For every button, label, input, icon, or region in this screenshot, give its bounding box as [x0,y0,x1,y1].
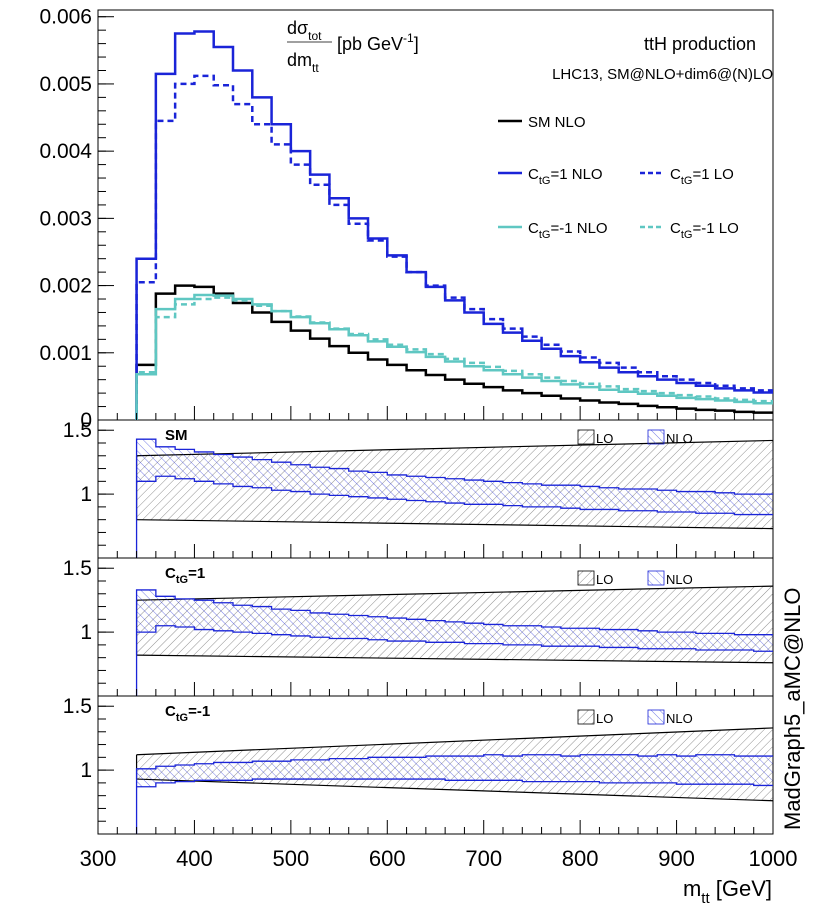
ratio-y-tick-label: 1 [80,621,92,644]
ratio-panel-ctg1-label: CtG=1 [165,565,205,586]
series-line-sm-nlo [135,284,773,420]
svg-text:LO: LO [596,711,613,726]
y-tick-label: 0.001 [39,342,92,365]
x-tick-label: 400 [176,846,213,871]
svg-text:dσtot: dσtot [287,18,322,43]
series-line-ctg-1-lo [135,74,773,420]
ratio-panel-ctgm1-label: CtG=-1 [165,703,210,724]
ratio-legend-ctg1: LO NLO [577,570,693,587]
x-tick-label: 900 [658,846,695,871]
svg-text:NLO: NLO [666,711,693,726]
y-tick-label: 0.005 [39,73,92,96]
nlo-band-fill [136,439,774,515]
nlo-band-upper-edge [135,589,773,696]
y-tick-label: 0.003 [39,207,92,230]
ratio-y-tick-label: 1 [80,483,92,506]
legend-label-ctg1-nlo: CtG=1 NLO [528,166,603,187]
svg-text:dmtt: dmtt [287,50,319,75]
ratio-y-tick-label: 1.5 [63,419,92,442]
nlo-band-lower-edge [136,475,773,516]
nlo-band-lower-edge [136,778,773,788]
ratio-panel-sm-label: SM [165,427,188,444]
ratio-y-tick-label: 1 [80,759,92,782]
lo-band-upper-edge [136,727,774,756]
x-axis-title: mtt [GeV] [683,876,772,907]
legend-label-ctg1-lo: CtG=1 LO [670,166,734,187]
x-tick-label: 1000 [749,846,798,871]
chart-subtitle: LHC13, SM@NLO+dim6@(N)LO [552,66,773,83]
svg-text:LO: LO [596,572,613,587]
y-title-units-sup: -1 [403,31,414,45]
ratio-legend-ctgm1: LO NLO [577,709,693,726]
ratio-legend-sm: LO NLO [577,429,693,446]
x-tick-label: 800 [562,846,599,871]
y-title-den: dm [287,50,312,70]
lo-band-lower-edge [136,519,774,530]
series-line-ctg-1-nlo [135,30,773,420]
x-tick-label: 600 [369,846,406,871]
chart-title: ttH production [644,34,756,54]
legend-label-ctgm1-nlo: CtG=-1 NLO [528,220,608,241]
svg-text:NLO: NLO [666,431,693,446]
ratio-y-tick-label: 1.5 [63,695,92,718]
lo-band-lower-edge [136,654,774,664]
y-title-units: [pb GeV [337,34,403,54]
lo-band-lower-edge [136,778,774,802]
y-title-num: dσ [287,18,308,38]
x-tick-label: 500 [272,846,309,871]
lo-band-upper-edge [136,439,774,457]
x-tick-label: 300 [80,846,117,871]
y-tick-label: 0.004 [39,140,92,163]
legend-label-sm-nlo: SM NLO [528,114,586,131]
top-legend: SM NLO CtG=1 NLO CtG=1 LO CtG=-1 NLO CtG… [498,114,739,241]
y-tick-label: 0.002 [39,275,92,298]
y-title-num-sub: tot [308,29,322,43]
nlo-band-lower-edge [136,625,773,652]
y-axis-title: dσtot dmtt [pb GeV-1] [287,18,419,75]
y-tick-label: 0 [80,409,92,432]
lo-band-upper-edge [136,585,774,601]
svg-text:NLO: NLO [666,572,693,587]
svg-text:LO: LO [596,431,613,446]
y-tick-label: 0.006 [39,6,92,29]
svg-text:[pb GeV-1]: [pb GeV-1] [337,31,419,54]
legend-label-ctgm1-lo: CtG=-1 LO [670,220,739,241]
generator-label: MadGraph5_aMC@NLO [780,588,805,830]
nlo-band-upper-edge [135,754,773,834]
y-title-units-end: ] [414,34,419,54]
series-line-ctg-1-nlo [135,293,773,420]
y-title-den-sub: tt [312,61,319,75]
x-tick-label: 700 [465,846,502,871]
ratio-y-tick-label: 1.5 [63,557,92,580]
series-line-ctg-1-lo [135,296,773,420]
nlo-band-upper-edge [135,438,773,558]
